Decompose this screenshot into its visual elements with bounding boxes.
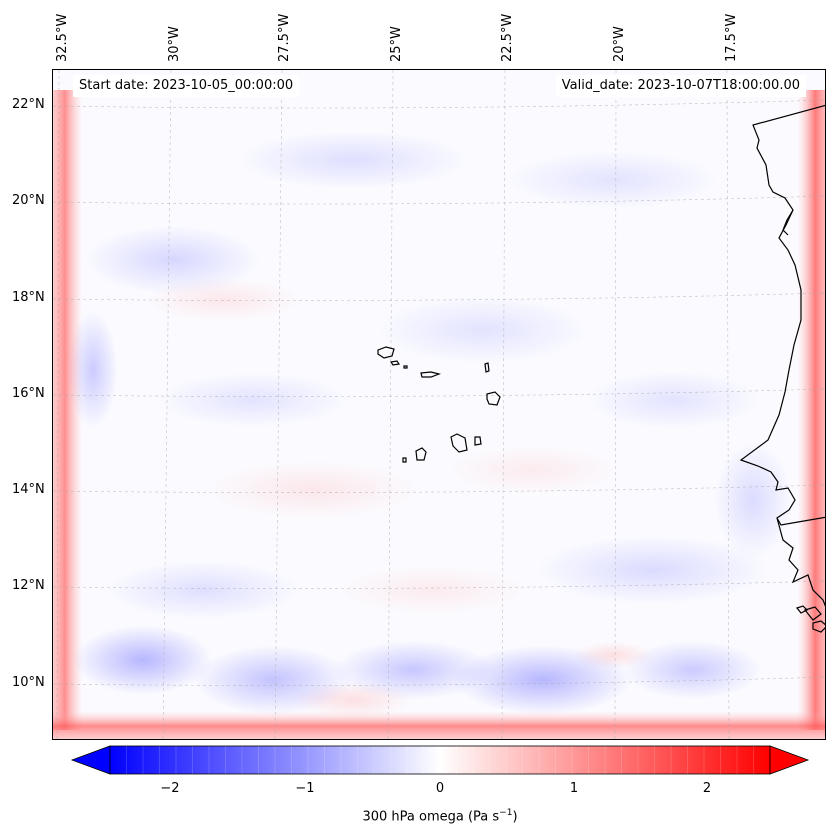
colorbar-extend-right bbox=[769, 745, 810, 775]
colorbar-tick-2: 2 bbox=[702, 781, 712, 796]
colorbar-tick-minus-2: −2 bbox=[160, 781, 180, 796]
lon-label-22.5W: 22.5°W bbox=[500, 13, 515, 62]
lat-label-10N: 10°N bbox=[12, 675, 45, 690]
lat-label-14N: 14°N bbox=[12, 482, 45, 497]
lon-label-27.5W: 27.5°W bbox=[277, 13, 292, 62]
lon-label-30W: 30°W bbox=[167, 26, 182, 62]
colorbar-body bbox=[109, 745, 771, 775]
colorbar bbox=[70, 745, 810, 775]
omega-field-map bbox=[53, 70, 825, 739]
omega-shading bbox=[53, 90, 825, 739]
colorbar-extend-left bbox=[70, 745, 111, 775]
colorbar-label-exponent: −1 bbox=[499, 808, 513, 818]
valid-date-label: Valid_date: 2023-10-07T18:00:00.00 bbox=[555, 75, 806, 97]
map-panel[interactable] bbox=[52, 69, 826, 740]
lon-label-20W: 20°W bbox=[612, 26, 627, 62]
lon-label-17.5W: 17.5°W bbox=[724, 13, 739, 62]
colorbar-tick-minus-1: −1 bbox=[295, 781, 315, 796]
colorbar-label: 300 hPa omega (Pa s−1) bbox=[0, 808, 837, 824]
start-date-label: Start date: 2023-10-05_00:00:00 bbox=[73, 75, 300, 97]
graticule bbox=[53, 70, 825, 739]
coastline bbox=[739, 104, 825, 633]
lon-label-32.5W: 32.5°W bbox=[55, 13, 70, 62]
lon-label-25W: 25°W bbox=[389, 26, 404, 62]
cape-verde-islands bbox=[377, 346, 501, 463]
lat-label-16N: 16°N bbox=[12, 386, 45, 401]
lat-label-20N: 20°N bbox=[12, 193, 45, 208]
lat-label-18N: 18°N bbox=[12, 290, 45, 305]
colorbar-label-main: 300 hPa omega (Pa s bbox=[362, 809, 500, 825]
lat-label-22N: 22°N bbox=[12, 97, 45, 112]
colorbar-tick-0: 0 bbox=[435, 781, 445, 796]
colorbar-steps bbox=[126, 746, 754, 774]
colorbar-tick-1: 1 bbox=[569, 781, 579, 796]
colorbar-label-end: ) bbox=[512, 809, 518, 825]
lat-label-12N: 12°N bbox=[12, 578, 45, 593]
